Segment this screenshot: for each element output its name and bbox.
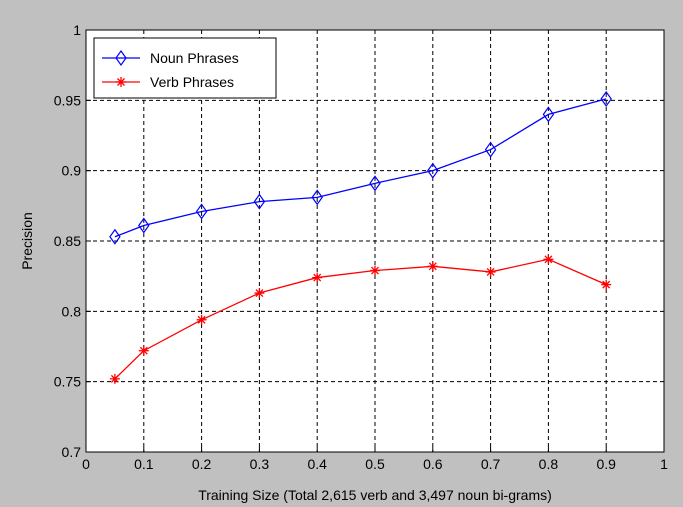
asterisk-marker — [427, 261, 438, 272]
legend-noun-diamond-marker — [115, 49, 127, 67]
diamond-marker — [542, 106, 555, 123]
legend-verb-asterisk-marker — [116, 77, 126, 87]
diamond-marker — [369, 175, 381, 192]
asterisk-marker — [543, 254, 554, 265]
diamond-marker — [138, 217, 150, 234]
asterisk-marker — [196, 314, 207, 325]
x-tick-label: 0.3 — [250, 456, 270, 472]
series-line — [114, 258, 607, 380]
y-axis-label: Precision — [19, 212, 35, 270]
legend-box — [93, 37, 277, 99]
y-tick-label: 0.85 — [54, 233, 81, 249]
legend-noun-label: Noun Phrases — [150, 50, 239, 66]
asterisk-marker — [109, 373, 120, 384]
asterisk-marker — [138, 345, 149, 356]
series-line — [114, 98, 607, 238]
x-tick-label: 0.1 — [134, 456, 154, 472]
x-axis-label: Training Size (Total 2,615 verb and 3,49… — [198, 487, 552, 503]
y-tick-label: 0.75 — [54, 374, 81, 390]
grid — [86, 30, 664, 452]
y-tick-label: 0.9 — [62, 163, 82, 179]
asterisk-marker — [254, 288, 265, 299]
tick-labels: 0 0.1 0.2 0.3 0.4 0.5 0.6 0.7 0.8 0.9 1 0.7 0.75 0.8 0… — [54, 22, 668, 472]
diamond-marker — [311, 189, 323, 206]
asterisk-marker — [370, 265, 380, 276]
asterisk-marker — [485, 266, 496, 277]
diamond-marker — [195, 203, 208, 220]
diamond-marker — [115, 49, 127, 67]
y-tick-label: 0.8 — [62, 303, 82, 319]
x-tick-label: 0.2 — [192, 456, 212, 472]
y-tick-label: 1 — [73, 22, 81, 38]
x-tick-label: 0.5 — [365, 456, 385, 472]
x-tick-label: 1 — [660, 456, 668, 472]
x-tick-label: 0.8 — [539, 456, 559, 472]
asterisk-marker — [312, 272, 323, 283]
series-0 — [109, 90, 612, 245]
diamond-marker — [600, 90, 612, 107]
diamond-marker — [427, 162, 439, 179]
legend-verb-label: Verb Phrases — [150, 74, 234, 90]
diamond-marker — [484, 141, 497, 158]
series-1 — [109, 254, 612, 384]
diamond-marker — [109, 228, 121, 245]
series — [109, 90, 612, 384]
x-tick-label: 0.9 — [596, 456, 616, 472]
y-tick-label: 0.95 — [54, 92, 81, 108]
x-tick-label: 0.4 — [307, 456, 327, 472]
x-tick-label: 0 — [82, 456, 90, 472]
diamond-marker — [253, 193, 266, 210]
asterisk-marker — [116, 77, 126, 87]
legend: Noun Phrases Verb Phrases — [93, 37, 277, 99]
y-tick-label: 0.7 — [62, 444, 82, 460]
x-tick-label: 0.7 — [481, 456, 501, 472]
x-tick-label: 0.6 — [423, 456, 443, 472]
asterisk-marker — [601, 279, 612, 290]
